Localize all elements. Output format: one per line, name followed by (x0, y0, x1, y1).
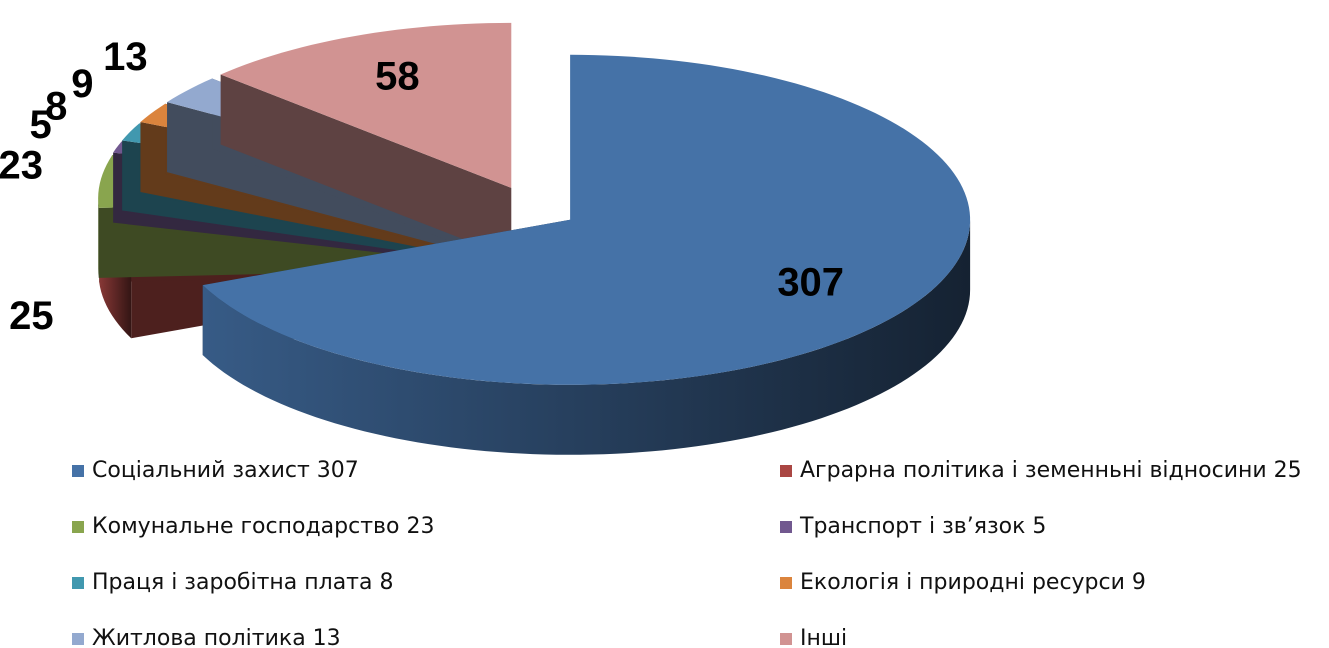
data-label: 5 (30, 103, 52, 147)
legend-label: Транспорт і зв’язок 5 (799, 514, 1046, 539)
data-label: 307 (777, 261, 844, 305)
legend-label: Комунальне господарство 23 (92, 514, 434, 539)
legend-swatch (780, 465, 792, 477)
legend-swatch (72, 521, 84, 533)
data-label: 9 (71, 62, 93, 106)
legend-swatch (72, 465, 84, 477)
data-label: 23 (0, 143, 43, 187)
legend-label: Праця і заробітна плата 8 (92, 570, 393, 595)
data-label: 58 (375, 54, 420, 98)
slice-top (202, 54, 971, 385)
legend-label: Соціальний захист 307 (92, 458, 359, 483)
data-label: 8 (45, 85, 67, 129)
slice (220, 22, 512, 258)
legend-label: Житлова політика 13 (92, 626, 341, 648)
legend-label: Інші (800, 626, 847, 648)
data-label: 13 (103, 35, 148, 79)
slice (202, 54, 971, 455)
slice-cut-face (220, 74, 512, 258)
slice-side (202, 219, 971, 455)
legend-label: Екологія і природні ресурси 9 (800, 570, 1146, 595)
data-label: 25 (9, 294, 54, 338)
legend-swatch (72, 633, 84, 645)
legend-label: Аграрна політика і земенньні відносини 2… (800, 458, 1302, 483)
legend-swatch (780, 633, 792, 645)
legend-swatch (780, 521, 792, 533)
slice-side (98, 198, 99, 278)
legend-swatch (72, 577, 84, 589)
legend-swatch (780, 577, 792, 589)
slice-top (220, 22, 512, 188)
